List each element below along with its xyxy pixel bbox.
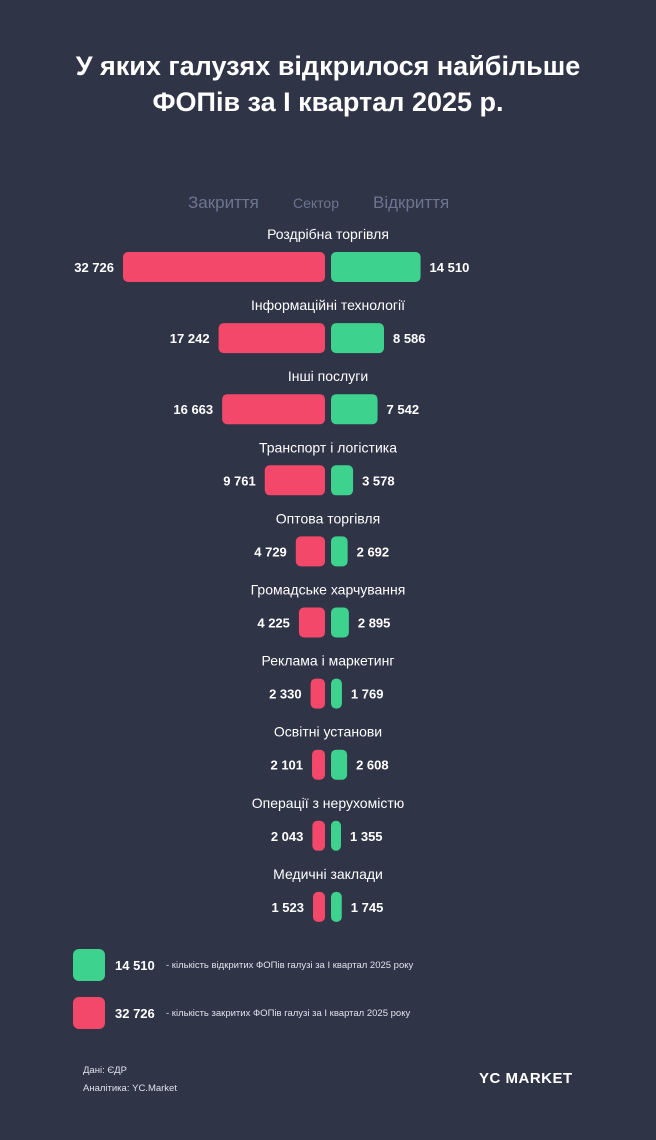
opened-bar (331, 323, 384, 354)
opened-bar (331, 749, 348, 780)
closed-value-label: 2 101 (270, 758, 303, 773)
legend-closed-text: - кількість закритих ФОПів галузі за I к… (166, 1008, 411, 1019)
opened-bar (331, 607, 349, 638)
closed-value-label: 2 043 (271, 829, 304, 844)
opened-header: Відкриття (373, 193, 450, 212)
legend-opened-text: - кількість відкритих ФОПів галузі за I … (166, 960, 414, 971)
legend-opened-swatch (73, 949, 105, 981)
footer-source: Дані: ЄДР (83, 1065, 127, 1076)
closed-bar (222, 394, 325, 425)
opened-value-label: 1 769 (351, 687, 384, 702)
closed-bar (218, 323, 325, 354)
opened-bar (331, 820, 341, 851)
closed-bar (295, 536, 325, 567)
sector-label: Роздрібна торгівля (267, 226, 389, 242)
sector-label: Реклама і маркетинг (262, 653, 395, 669)
sector-label: Оптова торгівля (276, 510, 380, 526)
closed-value-label: 17 242 (170, 331, 210, 346)
closed-value-label: 16 663 (173, 402, 213, 417)
opened-value-label: 3 578 (362, 473, 395, 488)
opened-bar (331, 394, 378, 425)
opened-value-label: 7 542 (387, 402, 420, 417)
legend-closed-value: 32 726 (115, 1006, 155, 1021)
closed-bar (312, 749, 325, 780)
closed-bar (310, 678, 325, 709)
sector-label: Інші послуги (288, 368, 368, 384)
closed-bar (313, 891, 325, 922)
opened-value-label: 14 510 (430, 260, 470, 275)
sector-header: Сектор (293, 195, 340, 211)
closed-bar (264, 465, 325, 496)
footer-analytics: Аналітика: YC.Market (83, 1083, 177, 1094)
opened-bar (331, 252, 421, 282)
closed-value-label: 4 225 (257, 616, 290, 631)
opened-bar (331, 465, 354, 496)
closed-value-label: 9 761 (223, 473, 256, 488)
sector-label: Освітні установи (274, 724, 382, 740)
closed-header: Закриття (188, 193, 259, 212)
closed-value-label: 32 726 (74, 260, 114, 275)
opened-bar (331, 536, 348, 567)
opened-bar (331, 891, 342, 922)
sector-label: Медичні заклади (273, 866, 383, 882)
closed-value-label: 4 729 (254, 544, 287, 559)
sector-label: Операції з нерухомістю (252, 795, 404, 811)
closed-value-label: 2 330 (269, 687, 302, 702)
title-line-2: ФОПів за I квартал 2025 р. (152, 87, 504, 117)
closed-bar (312, 820, 325, 851)
opened-value-label: 2 692 (357, 544, 390, 559)
sector-label: Громадське харчування (251, 582, 406, 598)
opened-value-label: 8 586 (393, 331, 426, 346)
butterfly-chart: Роздрібна торгівля 32 726 14 510 Інформацій… (74, 226, 470, 922)
opened-value-label: 1 745 (351, 900, 384, 915)
chart-title: У яких галузях відкрилося найбільше ФОПі… (0, 48, 656, 120)
legend-closed-swatch (73, 997, 105, 1029)
closed-bar (298, 607, 325, 638)
sector-label: Транспорт і логістика (259, 439, 397, 455)
legend-opened-value: 14 510 (115, 958, 155, 973)
closed-value-label: 1 523 (271, 900, 304, 915)
opened-value-label: 2 895 (358, 616, 391, 631)
brand-logo: YC MARKET (479, 1070, 573, 1087)
opened-value-label: 1 355 (350, 829, 383, 844)
opened-value-label: 2 608 (356, 758, 389, 773)
closed-bar (123, 252, 325, 282)
sector-label: Інформаційні технології (251, 297, 405, 313)
title-line-1: У яких галузях відкрилося найбільше (75, 51, 581, 81)
opened-bar (331, 678, 342, 709)
